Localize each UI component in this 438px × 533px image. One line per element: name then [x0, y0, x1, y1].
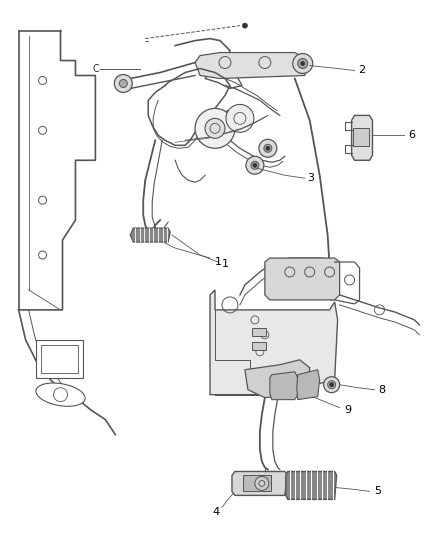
- Circle shape: [323, 377, 339, 393]
- Circle shape: [329, 383, 333, 386]
- Circle shape: [114, 75, 132, 92]
- Text: C: C: [92, 63, 99, 74]
- Text: 4: 4: [212, 507, 219, 518]
- Text: 6: 6: [407, 131, 414, 140]
- Circle shape: [245, 156, 263, 174]
- Circle shape: [251, 161, 258, 169]
- Circle shape: [292, 53, 312, 74]
- Text: 8: 8: [377, 385, 384, 394]
- Circle shape: [119, 79, 127, 87]
- Circle shape: [297, 59, 307, 69]
- Circle shape: [194, 108, 234, 148]
- Polygon shape: [285, 472, 336, 499]
- Circle shape: [300, 61, 304, 66]
- Circle shape: [263, 144, 271, 152]
- Polygon shape: [296, 370, 319, 400]
- Text: 2: 2: [357, 64, 364, 75]
- Polygon shape: [209, 290, 337, 394]
- Polygon shape: [269, 372, 297, 400]
- Circle shape: [226, 104, 253, 132]
- Circle shape: [258, 139, 276, 157]
- Bar: [251, 328, 265, 336]
- Polygon shape: [264, 258, 339, 300]
- Circle shape: [327, 381, 335, 389]
- Bar: [251, 342, 265, 350]
- Circle shape: [242, 23, 247, 28]
- Text: 3: 3: [307, 173, 314, 183]
- Polygon shape: [194, 53, 309, 78]
- Circle shape: [205, 118, 224, 139]
- Text: 9: 9: [343, 405, 350, 415]
- Bar: [35, 340, 83, 378]
- Bar: [40, 345, 78, 373]
- Bar: [352, 128, 367, 147]
- Circle shape: [254, 477, 268, 490]
- Circle shape: [252, 163, 256, 167]
- Polygon shape: [351, 116, 372, 160]
- Text: 5: 5: [373, 487, 380, 496]
- Ellipse shape: [36, 383, 85, 406]
- Polygon shape: [130, 228, 170, 242]
- Circle shape: [265, 147, 269, 150]
- Text: 1: 1: [214, 257, 221, 267]
- Bar: [242, 475, 270, 491]
- Polygon shape: [231, 472, 287, 495]
- Polygon shape: [244, 360, 309, 398]
- Text: 1: 1: [221, 259, 228, 269]
